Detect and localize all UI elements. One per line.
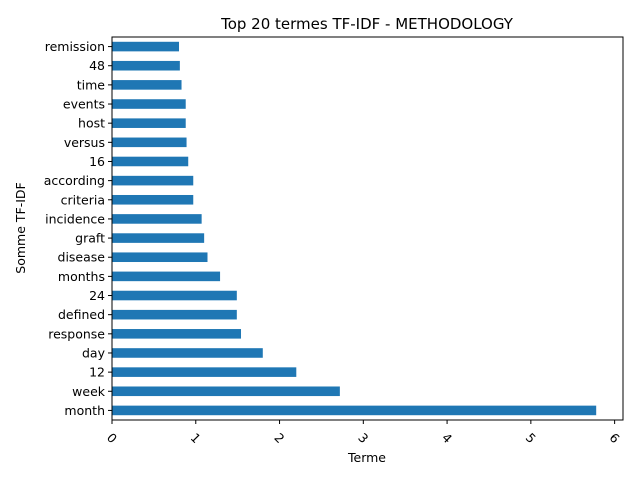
x-tick-label: 4	[439, 430, 455, 446]
y-tick-label: time	[77, 77, 106, 92]
x-tick-label: 2	[271, 430, 287, 446]
bar-incidence	[112, 214, 202, 224]
y-tick-label: month	[64, 403, 105, 418]
bar-time	[112, 80, 182, 90]
y-tick-label: remission	[45, 39, 105, 54]
bar-disease	[112, 252, 208, 263]
y-tick-label: 48	[89, 58, 105, 73]
bar-response	[112, 329, 242, 339]
x-axis-label: Terme	[347, 450, 386, 465]
x-axis-ticks: 0 1 2 3 4 5 6	[104, 420, 623, 446]
bar-week	[112, 386, 340, 397]
bar-12	[112, 367, 297, 377]
y-axis-ticks: month week 12 day response defined 24 months dis…	[44, 39, 112, 418]
bar-according	[112, 175, 194, 186]
x-tick-label: 1	[188, 430, 204, 446]
y-tick-label: versus	[64, 135, 105, 150]
y-tick-label: 16	[89, 154, 105, 169]
y-tick-label: criteria	[61, 192, 105, 207]
y-tick-label: disease	[58, 250, 106, 265]
y-tick-label: host	[78, 116, 105, 131]
y-tick-label: day	[82, 345, 106, 360]
bar-versus	[112, 137, 187, 148]
bar-graft	[112, 233, 205, 243]
y-tick-label: events	[63, 97, 105, 112]
y-tick-label: 12	[89, 365, 105, 380]
bar-month	[112, 405, 597, 416]
y-tick-label: response	[48, 326, 105, 341]
y-axis-label: Somme TF-IDF	[13, 182, 28, 273]
bars-group	[112, 41, 597, 416]
bar-host	[112, 118, 186, 128]
y-tick-label: according	[44, 173, 105, 188]
x-tick-label: 0	[104, 430, 120, 446]
x-tick-label: 6	[607, 430, 623, 446]
x-tick-label: 5	[523, 430, 539, 446]
plot-frame	[111, 36, 624, 421]
y-tick-label: incidence	[45, 211, 105, 226]
y-tick-label: defined	[58, 307, 105, 322]
bar-16	[112, 156, 189, 167]
bar-remission	[112, 41, 180, 52]
bar-criteria	[112, 194, 194, 205]
bar-months	[112, 271, 221, 282]
y-tick-label: week	[72, 384, 106, 399]
bar-events	[112, 99, 186, 109]
x-tick-label: 3	[355, 430, 371, 446]
bar-48	[112, 60, 180, 71]
y-tick-label: 24	[89, 288, 105, 303]
bar-defined	[112, 309, 237, 320]
y-tick-label: months	[58, 269, 105, 284]
chart-title: Top 20 termes TF-IDF - METHODOLOGY	[220, 15, 514, 33]
bar-24	[112, 290, 237, 301]
bar-day	[112, 348, 263, 358]
y-tick-label: graft	[75, 231, 105, 246]
